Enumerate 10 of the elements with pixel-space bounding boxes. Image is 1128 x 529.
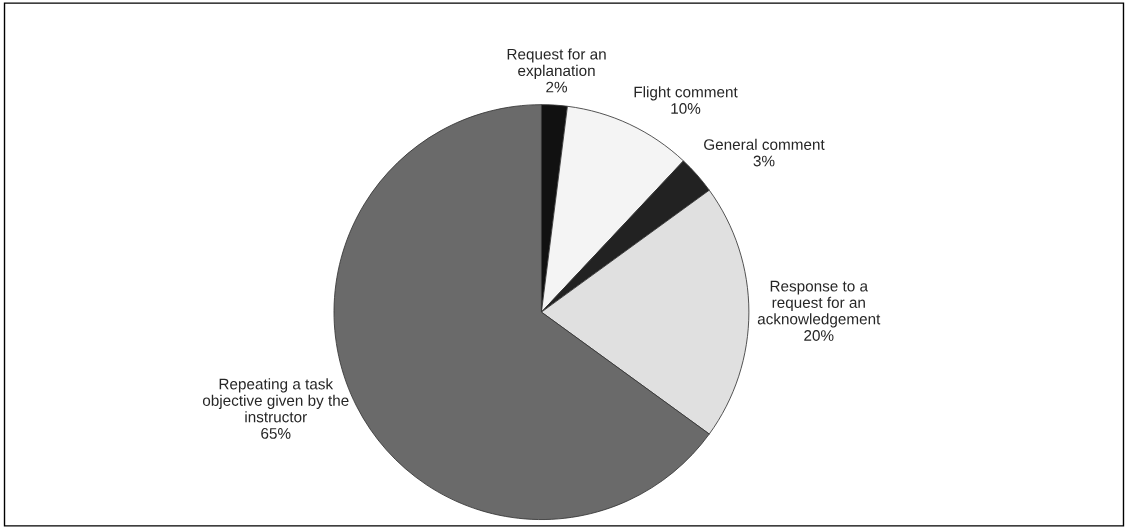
slice-label: Repeating a task objective given by the instructor <box>202 378 349 423</box>
data-label: 2% <box>546 81 568 93</box>
data-label: 65% <box>261 428 291 439</box>
slice-label: General comment <box>704 138 825 150</box>
slice-label: Request for an explanation <box>507 48 606 80</box>
slice-label: Flight comment <box>634 86 738 101</box>
data-label: 20% <box>804 330 834 341</box>
data-label: 10% <box>671 103 701 114</box>
slice-label: Response to a request for an acknowledgement <box>757 280 881 328</box>
data-label: 3% <box>753 155 775 167</box>
